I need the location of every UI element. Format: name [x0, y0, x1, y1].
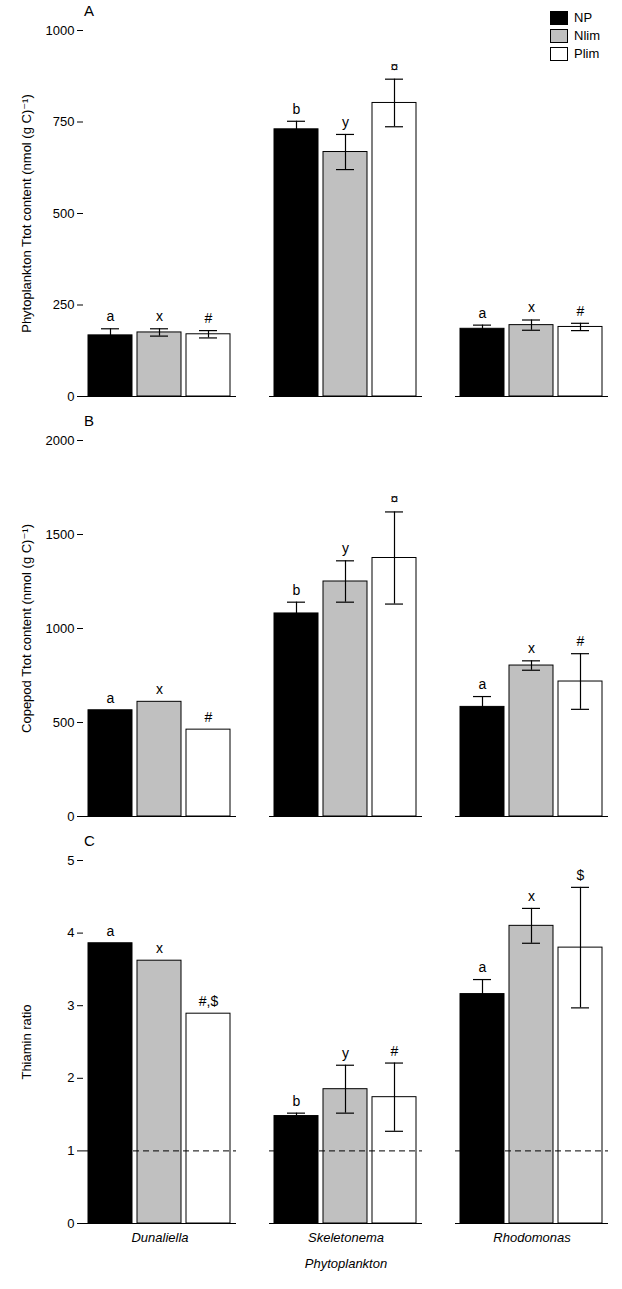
svg-text:a: a: [479, 959, 487, 975]
svg-text:Dunaliella: Dunaliella: [131, 1230, 188, 1245]
svg-text:$: $: [577, 867, 585, 883]
svg-text:Thiamin ratio: Thiamin ratio: [19, 1004, 34, 1079]
svg-text:x: x: [528, 888, 535, 904]
svg-text:Skeletonema: Skeletonema: [308, 1230, 384, 1245]
svg-text:y: y: [342, 114, 349, 130]
svg-text:500: 500: [53, 715, 75, 730]
svg-text:1000: 1000: [46, 23, 75, 38]
svg-text:Phytoplankton Ttot content (nm: Phytoplankton Ttot content (nmol (g C)⁻¹…: [19, 94, 34, 333]
html-text:C: C: [84, 832, 95, 849]
svg-text:b: b: [293, 582, 301, 598]
svg-text:3: 3: [67, 998, 74, 1013]
svg-text:a: a: [107, 308, 115, 324]
svg-text:y: y: [342, 1045, 349, 1061]
svg-text:0: 0: [67, 1216, 74, 1231]
svg-text:x: x: [528, 640, 535, 656]
svg-text:2000: 2000: [46, 433, 75, 448]
svg-text:250: 250: [53, 297, 75, 312]
svg-text:2: 2: [67, 1070, 74, 1085]
svg-text:#: #: [205, 709, 213, 725]
svg-text:5: 5: [67, 853, 74, 868]
svg-text:Phytoplankton: Phytoplankton: [305, 1256, 387, 1271]
svg-text:¤: ¤: [391, 59, 399, 75]
svg-text:4: 4: [67, 925, 74, 940]
svg-text:#: #: [577, 633, 585, 649]
svg-text:y: y: [342, 540, 349, 556]
svg-text:#: #: [577, 303, 585, 319]
svg-text:a: a: [107, 690, 115, 706]
svg-text:a: a: [107, 923, 115, 939]
html-text:A: A: [84, 2, 94, 19]
svg-text:500: 500: [53, 206, 75, 221]
svg-text:x: x: [156, 308, 163, 324]
svg-text:0: 0: [67, 389, 74, 404]
svg-text:1500: 1500: [46, 527, 75, 542]
svg-text:b: b: [293, 1093, 301, 1109]
svg-text:1: 1: [67, 1143, 74, 1158]
svg-text:x: x: [156, 940, 163, 956]
html-text:Plim: Plim: [574, 46, 600, 61]
html-text:Nlim: Nlim: [574, 28, 600, 43]
html-text:B: B: [84, 412, 94, 429]
svg-text:a: a: [479, 676, 487, 692]
svg-text:#: #: [391, 1043, 399, 1059]
svg-text:Copepod Ttot content (nmol (g: Copepod Ttot content (nmol (g C)⁻¹): [19, 524, 34, 733]
svg-text:a: a: [479, 305, 487, 321]
svg-text:Rhodomonas: Rhodomonas: [493, 1230, 571, 1245]
svg-text:b: b: [293, 101, 301, 117]
svg-text:#,$: #,$: [199, 993, 219, 1009]
svg-text:750: 750: [53, 114, 75, 129]
svg-text:x: x: [156, 681, 163, 697]
svg-text:x: x: [528, 299, 535, 315]
html-text:NP: NP: [574, 10, 593, 25]
svg-text:#: #: [205, 310, 213, 326]
svg-text:0: 0: [67, 809, 74, 824]
svg-text:1000: 1000: [46, 621, 75, 636]
svg-text:¤: ¤: [391, 491, 399, 507]
